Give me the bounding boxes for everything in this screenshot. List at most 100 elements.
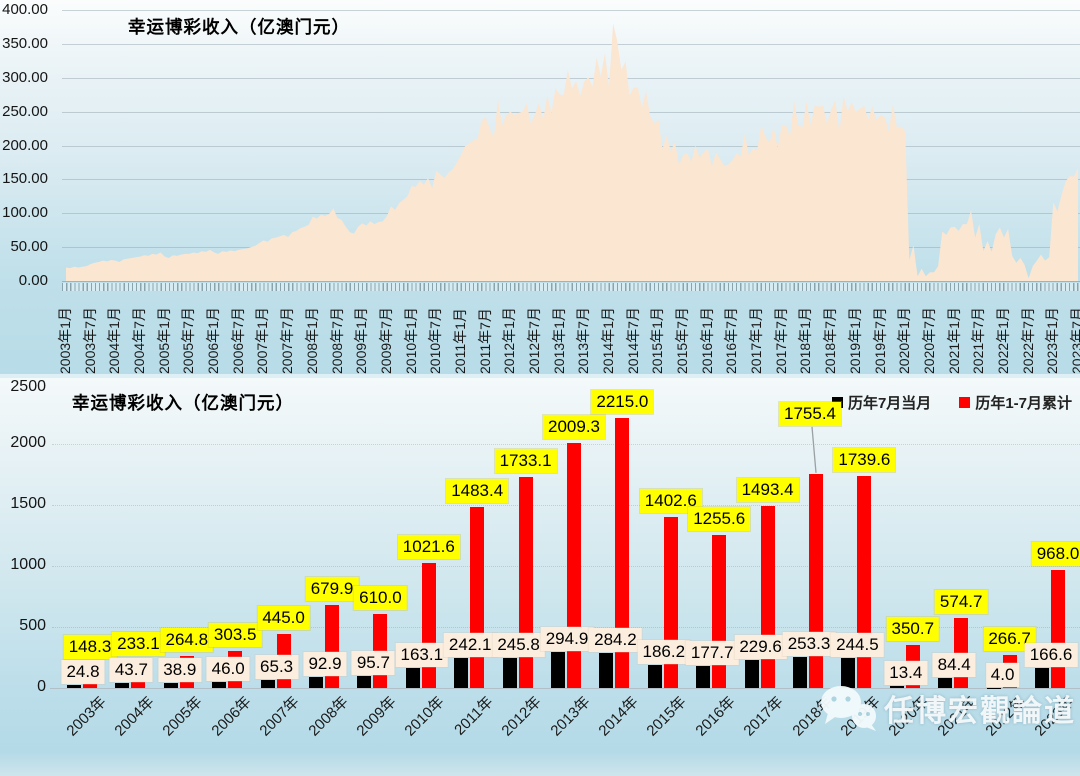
x-tick-label: 2004年1月 (106, 307, 123, 374)
legend-item: 历年7月当月 (831, 392, 932, 413)
bar-july (212, 682, 227, 688)
bar-july (647, 665, 662, 688)
bar-july (551, 652, 565, 688)
bar-label-july: 38.9 (158, 658, 202, 683)
bar-july (696, 666, 711, 688)
y-tick-label: 0.00 (18, 272, 48, 289)
bar-label-july: 229.6 (734, 634, 787, 659)
x-tick-label: 2007年1月 (254, 307, 271, 374)
x-tick-label: 2014年7月 (624, 307, 641, 374)
bar-label-cumulative: 1255.6 (688, 506, 751, 531)
bar-label-july: 294.9 (540, 627, 594, 652)
x-tick-label: 2019年1月 (846, 307, 863, 374)
x-tick-label: 2012年1月 (501, 307, 518, 374)
bar-label-cumulative: 679.9 (305, 577, 359, 602)
x-tick-label: 2003年1月 (57, 307, 73, 374)
x-tick-label: 2004年 (111, 693, 158, 740)
gridline (62, 77, 1080, 79)
x-tick-label: 2017年1月 (748, 307, 765, 374)
bar-label-july: 284.2 (589, 628, 642, 653)
bar-july (115, 682, 130, 688)
bar-cumulative (760, 505, 775, 688)
bar-label-july: 24.8 (61, 659, 105, 684)
x-tick-label: 2023年7月 (1069, 307, 1080, 374)
x-tick-label: 2008年 (305, 693, 352, 740)
gridline-dotted (52, 505, 1080, 506)
bar-cumulative (470, 507, 485, 688)
bar-label-july: 242.1 (443, 633, 497, 658)
x-tick-label: 2018年1月 (797, 307, 814, 374)
bar-label-cumulative: 2215.0 (591, 389, 654, 414)
bar-label-cumulative: 1402.6 (639, 488, 702, 513)
bar-label-july: 13.4 (884, 661, 928, 686)
y-tick-label: 300.00 (2, 68, 48, 86)
bar-july (841, 658, 856, 688)
bar-july (405, 668, 420, 688)
x-tick-label: 2022年1月 (994, 307, 1011, 374)
x-tick-label: 2014年 (595, 693, 642, 740)
bar-label-july: 177.7 (685, 641, 739, 666)
x-tick-label: 2022年7月 (1019, 307, 1036, 374)
gridline (62, 43, 1080, 45)
y-tick-label: 50.00 (10, 238, 48, 256)
top-chart-title: 幸运博彩收入（亿澳门元） (128, 17, 350, 37)
x-tick-label: 2015年 (643, 693, 691, 740)
x-tick-label: 2021年7月 (970, 307, 987, 374)
gridline-dotted (52, 444, 1080, 445)
x-tick-label: 2017年7月 (772, 307, 789, 374)
watermark-text: 任博宏觀論道 (884, 695, 1076, 728)
x-tick-label: 2016年 (692, 693, 739, 740)
legend-label: 历年7月当月 (847, 395, 932, 412)
bar-july (744, 660, 759, 688)
x-tick-label: 2015年7月 (674, 307, 691, 374)
watermark: 任博宏觀論道 (818, 684, 1076, 732)
x-tick-label: 2003年7月 (81, 307, 98, 374)
bar-label-cumulative: 233.1 (112, 631, 165, 656)
x-tick-label: 2007年 (256, 693, 303, 740)
x-tick-label: 2007年7月 (279, 307, 296, 374)
bar-label-july: 244.5 (831, 633, 884, 658)
bar-july (938, 677, 953, 688)
bar-label-cumulative: 2009.3 (543, 414, 605, 439)
x-tick-label: 2006年7月 (229, 307, 246, 374)
x-tick-label: 2009年 (353, 693, 400, 740)
x-tick-label: 2010年 (401, 693, 449, 740)
y-tick-label: 200.00 (2, 136, 48, 154)
bottom-chart: 幸运博彩收入（亿澳门元） 历年7月当月 历年1-7月累计 0 500 1000 1500… (0, 378, 1080, 776)
bar-label-cumulative: 1733.1 (494, 448, 557, 473)
bar-label-cumulative: 1021.6 (397, 535, 460, 560)
bar-label-july: 43.7 (109, 657, 153, 682)
x-tick-label: 2011年1月 (451, 308, 468, 374)
x-tick-label: 2018年7月 (822, 307, 839, 374)
y-tick-label: 2500 (10, 378, 46, 395)
x-tick-label: 2013年1月 (550, 307, 567, 374)
x-tick-label: 2011年7月 (476, 308, 493, 374)
legend-label: 历年1-7月累计 (975, 395, 1072, 412)
bar-label-july: 186.2 (637, 640, 691, 665)
x-tick-label: 2023年1月 (1044, 307, 1061, 374)
bar-label-cumulative: 445.0 (257, 605, 310, 630)
bar-july (599, 653, 614, 688)
callout-leader-line (811, 426, 817, 473)
bar-label-cumulative: 1493.4 (736, 477, 799, 502)
x-tick-label: 2009年1月 (353, 307, 370, 374)
y-tick-label: 500 (19, 617, 46, 634)
bar-label-july: 92.9 (303, 651, 347, 676)
x-tick-label: 2006年 (208, 693, 255, 740)
x-tick-label: 2014年1月 (600, 307, 617, 374)
bar-july (454, 658, 469, 688)
bottom-chart-title: 幸运博彩收入（亿澳门元） (72, 393, 294, 413)
bar-july (889, 686, 904, 688)
bar-cumulative (1051, 569, 1065, 688)
bar-label-july: 163.1 (395, 643, 449, 668)
bar-july (309, 676, 323, 688)
gridline-dotted (52, 566, 1080, 567)
top-minor-ticks (62, 283, 1080, 291)
bar-label-july: 46.0 (206, 657, 250, 682)
y-tick-label: 1000 (10, 556, 46, 573)
bar-cumulative (567, 442, 581, 688)
y-tick-label: 2000 (10, 434, 46, 451)
bar-label-july: 84.4 (932, 652, 976, 677)
x-tick-label: 2020年7月 (920, 307, 937, 374)
